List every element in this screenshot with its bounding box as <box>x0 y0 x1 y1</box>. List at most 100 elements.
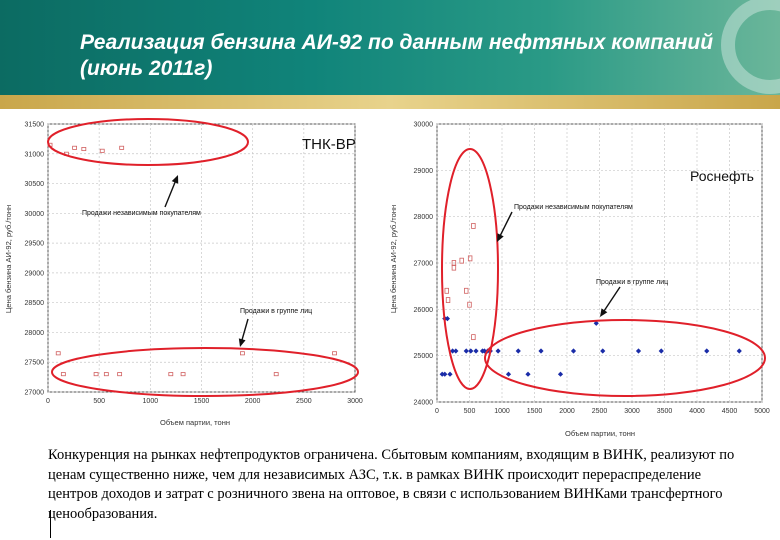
tnk-x-tick-label: 1500 <box>194 398 210 405</box>
tnk-annotation-arrowhead <box>238 338 246 347</box>
tnk-y-tick-label: 31500 <box>25 122 45 129</box>
tnk-x-axis-label: Объем партии, тонн <box>160 418 230 427</box>
tnk-chart-title: ТНК-ВР <box>302 136 356 153</box>
rosneft-annotation-label: Продажи независимым покупателям <box>514 204 633 211</box>
rosneft-data-point <box>471 334 476 341</box>
tnk-x-tick-label: 2000 <box>245 398 261 405</box>
rosneft-data-point <box>600 348 606 354</box>
rosneft-annotation-arrow <box>602 286 621 314</box>
rosneft-data-point <box>505 371 512 377</box>
tnk-data-point <box>93 372 99 377</box>
rosneft-data-point <box>570 348 577 354</box>
tnk-x-tick-label: 2500 <box>296 398 312 405</box>
tnk-data-point <box>119 145 125 150</box>
tnk-data-point <box>117 372 123 377</box>
rosneft-data-point <box>468 348 474 354</box>
rosneft-annotation-arrow <box>498 211 513 238</box>
tnk-y-tick-label: 28500 <box>25 300 45 307</box>
rosneft-x-tick-label: 2500 <box>592 408 608 415</box>
rosneft-x-tick-label: 5000 <box>754 408 770 415</box>
tnk-y-tick-label: 27500 <box>25 360 45 367</box>
tnk-data-point <box>99 148 105 153</box>
rosneft-data-point <box>453 348 459 354</box>
rosneft-data-point <box>464 287 469 294</box>
tnk-data-point <box>168 372 174 377</box>
rosneft-data-point <box>451 264 457 271</box>
rosneft-x-tick-label: 1000 <box>494 408 510 415</box>
rosneft-data-point <box>467 301 472 308</box>
tnk-annotation-label: Продажи в группе лиц <box>240 308 312 315</box>
rosneft-data-point <box>557 371 564 377</box>
rosneft-annotation-arrowhead <box>600 308 608 317</box>
rosneft-highlight-ellipse <box>484 319 766 397</box>
rosneft-y-tick-label: 29000 <box>414 168 434 175</box>
rosneft-data-point <box>538 348 544 354</box>
tnk-data-point <box>55 351 61 356</box>
rosneft-data-point <box>463 348 469 354</box>
tnk-x-tick-label: 0 <box>46 398 50 405</box>
rosneft-data-point <box>525 371 531 377</box>
tnk-annotation-arrow <box>164 179 177 208</box>
rosneft-data-point <box>473 348 479 354</box>
rosneft-x-tick-label: 500 <box>464 408 476 415</box>
rosneft-x-axis-label: Объем партии, тонн <box>565 429 635 438</box>
rosneft-data-point <box>593 320 599 326</box>
rosneft-data-point <box>447 371 453 377</box>
rosneft-highlight-ellipse <box>441 148 499 390</box>
rosneft-y-tick-label: 30000 <box>414 122 434 129</box>
rosneft-annotation-arrowhead <box>497 233 504 242</box>
rosneft-y-axis-label: Цена бензина АИ-92, руб./тонн <box>389 205 398 313</box>
rosneft-data-point <box>635 348 642 354</box>
charts-area: 27000 27500 28000 28500 29000 29500 30000 30500… <box>0 109 780 439</box>
tnk-data-point <box>273 372 279 377</box>
rosneft-x-tick-label: 0 <box>435 408 439 415</box>
rosneft-data-point <box>495 348 501 354</box>
tnk-x-tick-label: 1000 <box>143 398 159 405</box>
tnk-data-point <box>60 372 66 377</box>
rosneft-data-point <box>444 316 450 322</box>
decorative-band <box>0 95 780 109</box>
rosneft-annotation-label: Продажи в группе лиц <box>596 279 668 286</box>
rosneft-data-point <box>450 348 456 354</box>
slide-caption: Конкуренция на рынках нефтепродуктов огр… <box>48 447 735 522</box>
slide-header: Реализация бензина АИ-92 по данным нефтя… <box>0 0 780 95</box>
rosneft-x-tick-label: 1500 <box>527 408 543 415</box>
tnk-y-tick-label: 29000 <box>25 270 45 277</box>
tnk-y-tick-label: 30000 <box>25 211 45 218</box>
rosneft-data-point <box>515 348 521 354</box>
rosneft-x-tick-label: 2000 <box>559 408 575 415</box>
rosneft-y-tick-label: 25000 <box>414 353 434 360</box>
tnk-y-tick-label: 31000 <box>25 151 45 158</box>
tnk-annotation-arrow <box>240 318 249 343</box>
rosneft-x-tick-label: 3000 <box>624 408 640 415</box>
rosneft-y-tick-label: 28000 <box>414 214 434 221</box>
rosneft-y-tick-label: 24000 <box>414 400 434 407</box>
tnk-annotation-label: Продажи независимым покупателям <box>82 210 201 217</box>
rosneft-x-tick-label: 4000 <box>689 408 705 415</box>
rosneft-data-point <box>459 257 464 264</box>
tnk-y-tick-label: 30500 <box>25 181 45 188</box>
tnk-y-tick-label: 29500 <box>25 241 45 248</box>
tnk-x-tick-label: 3000 <box>347 398 363 405</box>
tnk-data-point <box>240 351 245 356</box>
text-cursor-line <box>50 510 51 538</box>
rosneft-x-tick-label: 4500 <box>722 408 738 415</box>
tnk-x-tick-label: 500 <box>93 398 105 405</box>
rosneft-data-point <box>736 348 742 354</box>
tnk-data-point <box>72 145 78 150</box>
rosneft-data-point <box>444 287 449 294</box>
rosneft-data-point <box>658 348 664 354</box>
rosneft-data-point <box>704 348 710 354</box>
rosneft-y-tick-label: 26000 <box>414 307 434 314</box>
rosneft-chart-title: Роснефть <box>690 168 754 184</box>
tnk-y-tick-label: 27000 <box>25 390 45 397</box>
rosneft-data-point <box>471 223 476 229</box>
rosneft-data-point <box>467 255 473 262</box>
tnk-annotation-arrowhead <box>171 175 179 184</box>
rosneft-data-point <box>445 297 451 303</box>
tnk-data-point <box>103 372 109 377</box>
slide-title: Реализация бензина АИ-92 по данным нефтя… <box>80 31 714 80</box>
tnk-data-point <box>81 147 87 152</box>
tnk-highlight-ellipse <box>47 118 249 166</box>
rosneft-y-tick-label: 27000 <box>414 261 434 268</box>
